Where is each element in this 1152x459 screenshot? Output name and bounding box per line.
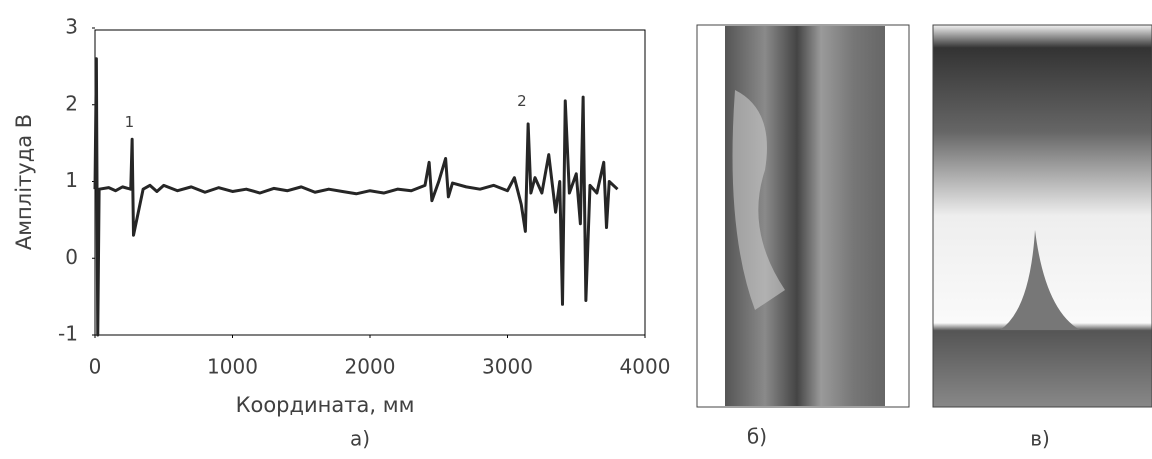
y-tick-label: 0	[65, 245, 78, 269]
y-tick-label: 3	[65, 15, 78, 39]
y-axis-label: Амплітуда В	[12, 114, 36, 250]
y-tick-label: 2	[65, 91, 78, 115]
annotation: 2	[517, 92, 527, 110]
x-tick-label: 2000	[345, 355, 396, 379]
photo-micro	[932, 24, 1152, 408]
signal-line	[93, 57, 619, 337]
x-axis-label: Координата, мм	[236, 393, 415, 417]
panel-label: в)	[1030, 427, 1050, 451]
x-tick-label: 3000	[482, 355, 533, 379]
annotation: 1	[125, 113, 135, 131]
panel-label: б)	[747, 425, 767, 449]
x-tick-label: 1000	[207, 355, 258, 379]
photo-defect	[732, 90, 785, 310]
x-tick-label: 4000	[620, 355, 671, 379]
panel-label: а)	[350, 427, 370, 451]
y-tick-label: 1	[65, 168, 78, 192]
y-tick-label: -1	[58, 322, 78, 346]
photo-crack	[1000, 230, 1080, 330]
x-tick-label: 0	[89, 355, 102, 379]
